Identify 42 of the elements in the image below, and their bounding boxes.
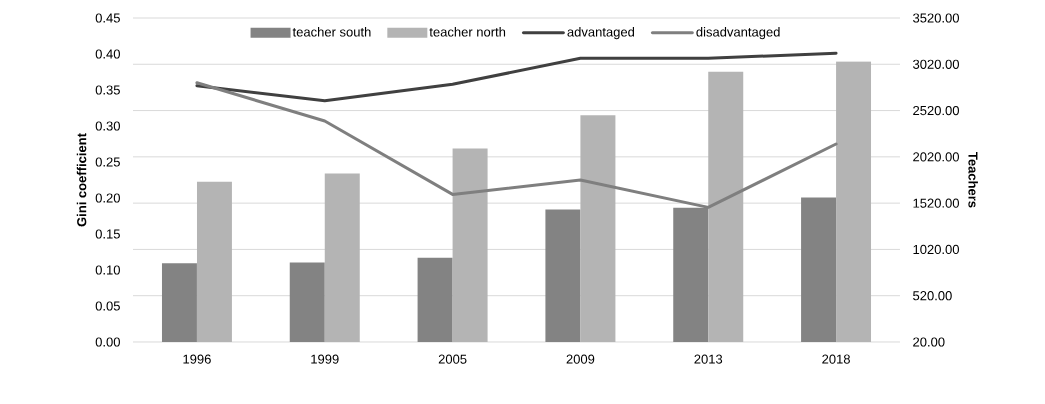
- bar: [580, 115, 616, 342]
- bar: [452, 148, 488, 342]
- x-tick-label: 2009: [566, 354, 595, 364]
- bar: [289, 262, 325, 342]
- y-tick-label: 0.10: [95, 265, 120, 275]
- y2-tick-label: 1520.00: [913, 198, 959, 208]
- y-tick-label: 0.05: [95, 301, 120, 311]
- y-tick-label: 0.35: [95, 85, 120, 95]
- x-tick-label: 2018: [822, 354, 850, 364]
- y-tick-label: 0.20: [95, 193, 120, 203]
- line-series: [195, 51, 838, 103]
- y-tick-label: 0.15: [95, 229, 120, 239]
- y2-tick-label: 2020.00: [913, 152, 959, 162]
- y-tick-label: 0.40: [95, 49, 120, 59]
- y2-axis-title: Teachers: [968, 152, 978, 208]
- y2-tick-label: 20.00: [913, 337, 945, 347]
- y-axis-title: Gini coefficient: [76, 133, 87, 227]
- bar: [801, 197, 837, 342]
- legend-label: advantaged: [567, 27, 635, 40]
- x-tick-label: 2005: [438, 354, 467, 364]
- bar: [708, 71, 744, 342]
- y2-tick-label: 3020.00: [913, 59, 959, 69]
- y2-tick-label: 3520.00: [913, 13, 959, 23]
- y2-tick-label: 1020.00: [913, 244, 959, 255]
- legend-label: disadvantaged: [696, 27, 780, 40]
- bar: [196, 181, 232, 342]
- y-tick-label: 0.25: [95, 157, 120, 167]
- legend-label: teacher south: [292, 27, 371, 37]
- y-tick-label: 0.45: [95, 13, 120, 23]
- bar: [324, 173, 360, 342]
- y-tick-label: 0.00: [95, 337, 120, 347]
- y2-tick-label: 520.00: [913, 291, 952, 301]
- x-tick-label: 1996: [183, 354, 211, 364]
- bar: [417, 257, 453, 342]
- y2-tick-label: 2520.00: [913, 105, 959, 116]
- x-tick-label: 2013: [694, 354, 723, 364]
- bar: [836, 61, 872, 342]
- legend-label: teacher north: [429, 27, 506, 37]
- y-tick-label: 0.30: [95, 121, 120, 131]
- bar: [545, 209, 581, 342]
- x-tick-label: 1999: [311, 354, 339, 364]
- bar: [161, 263, 197, 342]
